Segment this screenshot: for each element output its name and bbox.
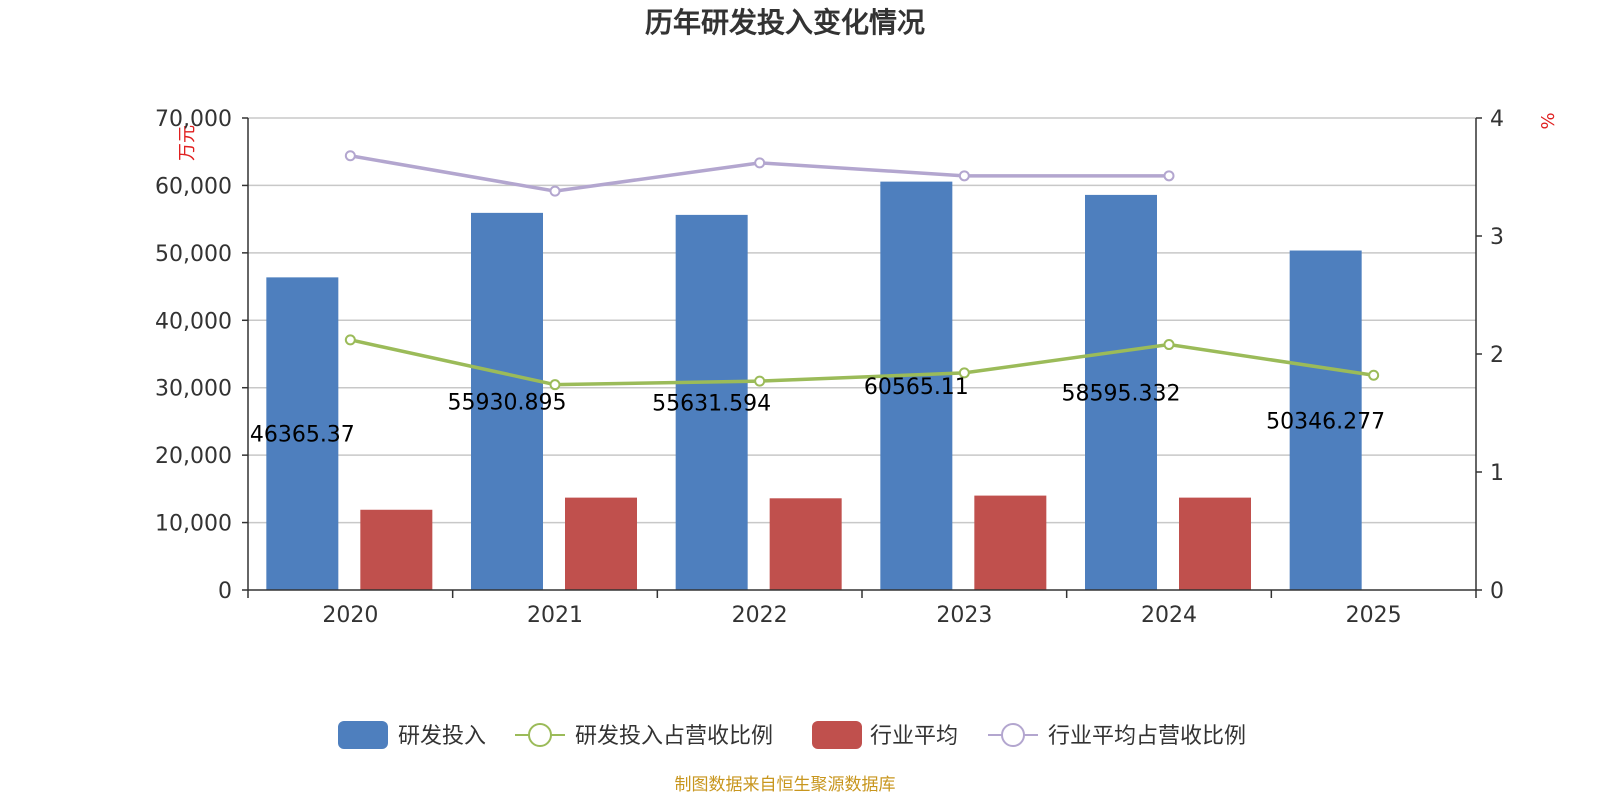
bar-rd-2022	[675, 214, 748, 591]
grid-lines	[248, 117, 1476, 524]
legend-swatch-2	[812, 721, 862, 749]
bar-industry-2021	[565, 497, 637, 590]
legend-swatch-marker-3	[1001, 723, 1025, 747]
data-labels: 46365.37 55930.895 55631.594 60565.11 58595.…	[250, 375, 1385, 448]
industry-ratio-point-2024	[1163, 170, 1175, 182]
legend-label-2: 行业平均	[870, 724, 958, 749]
rd-ratio-point-2023	[958, 367, 970, 379]
left-axis-tick-label: 0	[218, 579, 232, 604]
legend-label-1: 研发投入占营收比例	[575, 724, 773, 749]
rd-ratio-line	[349, 338, 1374, 387]
left-axis-tick-label: 10,000	[155, 512, 232, 537]
left-axis-tick-label: 30,000	[155, 377, 232, 402]
right-axis-tick-label: 2	[1490, 343, 1504, 368]
x-axis-tick-label: 2022	[732, 603, 788, 628]
data-label-rd-2020: 46365.37	[250, 423, 355, 448]
bar-industry-2024	[1179, 497, 1251, 590]
x-axis-tick-label: 2023	[936, 603, 992, 628]
data-label-rd-2021: 55930.895	[448, 390, 567, 415]
chart-title: 历年研发投入变化情况	[645, 6, 925, 39]
legend-label-3: 行业平均占营收比例	[1048, 724, 1246, 749]
bar-industry-2020	[360, 509, 433, 590]
bar-industry-2022	[769, 498, 842, 590]
right-axis-tick-label: 0	[1490, 579, 1504, 604]
bar-rd-2020	[266, 277, 339, 590]
bar-rd-2024	[1085, 194, 1157, 591]
bars	[266, 181, 1362, 591]
data-label-rd-2024: 58595.332	[1062, 381, 1181, 406]
bar-rd-2021	[471, 212, 543, 590]
legend-label-0: 研发投入	[398, 724, 486, 749]
left-axis-unit: 万元	[177, 125, 198, 161]
left-axis-tick-label: 60,000	[155, 174, 232, 199]
right-axis-unit: %	[1538, 112, 1559, 129]
rd-ratio-point-2022	[754, 375, 766, 387]
x-axis-tick-label: 2020	[322, 603, 378, 628]
left-axis-tick-label: 20,000	[155, 444, 232, 469]
legend-swatch-marker-1	[528, 723, 552, 747]
rd-ratio-point-2021	[549, 379, 561, 391]
x-axis-tick-label: 2025	[1346, 603, 1402, 628]
left-axis-tick-label: 70,000	[155, 107, 232, 132]
axes: 0 10,000 20,000 30,000 40,000 50,000 60,000 70,…	[155, 107, 1504, 628]
left-axis-tick-label: 50,000	[155, 242, 232, 267]
right-axis-tick-label: 4	[1490, 107, 1504, 132]
bar-rd-2025	[1289, 250, 1362, 590]
bar-rd-2023	[880, 181, 953, 591]
bar-industry-2023	[974, 495, 1047, 590]
industry-ratio-point-2022	[754, 157, 766, 169]
legend: 研发投入 研发投入占营收比例 行业平均 行业平均占营收比例	[338, 721, 1246, 749]
left-axis-tick-label: 40,000	[155, 309, 232, 334]
data-label-rd-2023: 60565.11	[864, 375, 969, 400]
industry-ratio-point-2020	[344, 150, 356, 162]
industry-ratio-point-2023	[958, 170, 970, 182]
data-label-rd-2022: 55631.594	[652, 391, 771, 416]
industry-ratio-point-2021	[549, 185, 561, 197]
rd-ratio-point-2025	[1368, 369, 1380, 381]
x-axis-tick-label: 2021	[527, 603, 583, 628]
right-axis-tick-label: 1	[1490, 461, 1504, 486]
data-label-rd-2025: 50346.277	[1266, 409, 1385, 434]
legend-swatch-0	[338, 721, 388, 749]
x-axis-tick-label: 2024	[1141, 603, 1197, 628]
rd-ratio-point-2024	[1163, 339, 1175, 351]
right-axis-tick-label: 3	[1490, 225, 1504, 250]
source-note: 制图数据来自恒生聚源数据库	[675, 775, 896, 795]
rd-ratio-point-2020	[344, 334, 356, 346]
lines	[344, 150, 1380, 391]
